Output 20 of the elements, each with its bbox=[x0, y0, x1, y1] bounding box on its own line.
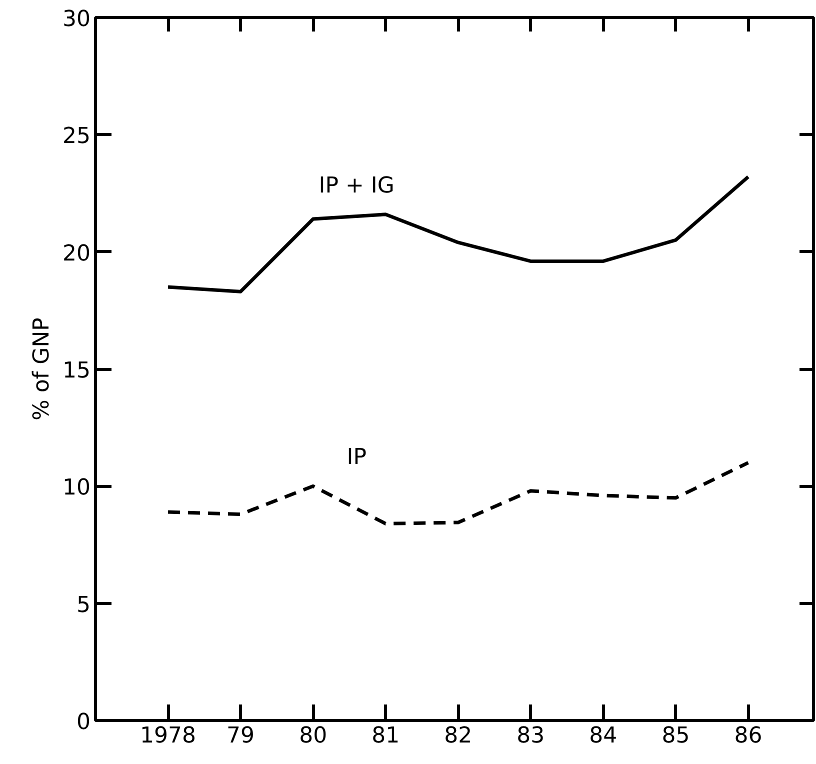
y-tick-label: 10 bbox=[62, 476, 91, 501]
y-tick-label: 15 bbox=[62, 358, 91, 384]
y-tick-label: 0 bbox=[76, 710, 91, 735]
x-tick-label: 80 bbox=[299, 724, 328, 748]
x-tick-label: 86 bbox=[734, 724, 762, 748]
x-tick-label: 84 bbox=[589, 724, 618, 748]
series-label: IP + IG bbox=[318, 173, 394, 198]
y-tick-label: 30 bbox=[62, 7, 91, 32]
y-tick-label: 20 bbox=[62, 241, 91, 266]
x-tick-label: 79 bbox=[226, 724, 255, 748]
y-tick-label: 5 bbox=[76, 592, 91, 618]
x-tick-label: 85 bbox=[662, 724, 690, 748]
x-tick-label: 1978 bbox=[140, 724, 196, 748]
x-tick-label: 81 bbox=[372, 724, 400, 748]
x-tick-label: 82 bbox=[444, 724, 472, 748]
series-label: IP bbox=[346, 445, 366, 470]
y-tick-label: 25 bbox=[62, 124, 91, 150]
line-series bbox=[166, 175, 750, 294]
y-axis-title: % of GNP bbox=[30, 318, 55, 420]
x-tick-label: 83 bbox=[516, 724, 545, 748]
